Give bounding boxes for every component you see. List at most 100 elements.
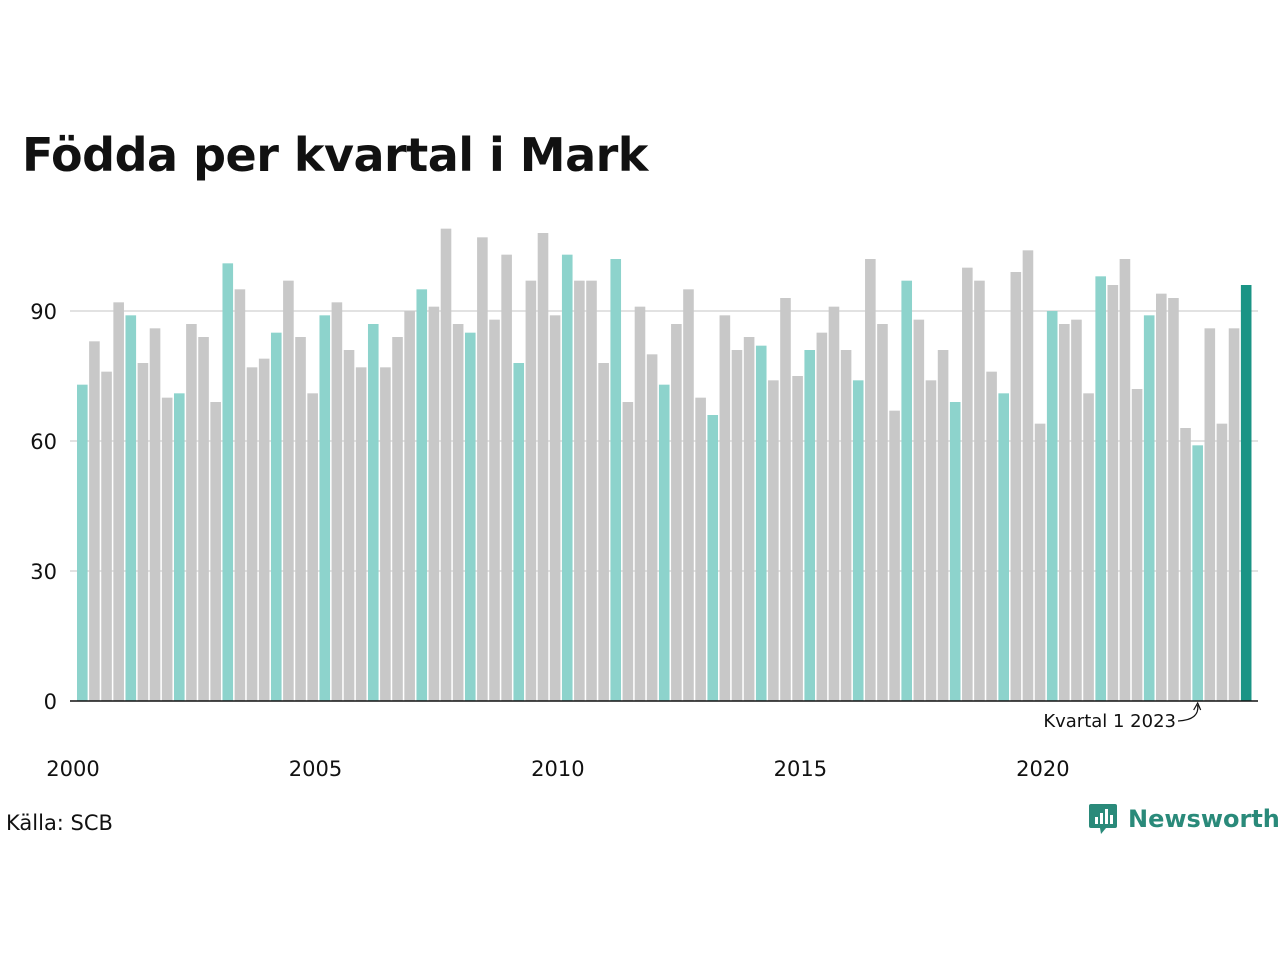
bar: [719, 315, 731, 701]
bar: [1022, 250, 1034, 701]
bar: [295, 337, 306, 701]
bar: [549, 315, 561, 701]
bar: [962, 267, 973, 701]
bar: [865, 259, 876, 701]
bar: [1010, 272, 1022, 701]
bar: [658, 384, 670, 701]
bar: [901, 280, 913, 701]
bar: [319, 315, 331, 701]
bar: [440, 228, 452, 702]
bar: [574, 280, 585, 701]
y-tick-label: 0: [44, 690, 57, 714]
bar: [125, 315, 137, 701]
bar: [101, 371, 112, 701]
bar: [258, 358, 270, 701]
bars: [77, 228, 1252, 702]
bar: [501, 254, 512, 702]
bar: [840, 350, 852, 701]
annotation-label: Kvartal 1 2023: [1043, 711, 1176, 732]
x-tick-label: 2000: [46, 757, 99, 781]
bar: [137, 363, 149, 701]
bar: [1046, 311, 1058, 701]
x-tick-label: 2015: [774, 757, 827, 781]
bar: [186, 324, 197, 701]
bar: [828, 306, 840, 701]
bar: [986, 371, 997, 701]
annotation-arrow: [1177, 704, 1199, 722]
bar: [1204, 328, 1216, 701]
bar-chart-bubble-icon: [1089, 804, 1117, 834]
bar: [380, 367, 391, 701]
bar: [416, 289, 428, 701]
bar: [925, 380, 937, 701]
bar: [404, 311, 415, 701]
bar: [270, 332, 282, 701]
bar: [634, 306, 646, 701]
brand-name: Newsworthy: [1128, 805, 1280, 833]
bar: [161, 397, 173, 701]
bar: [77, 384, 88, 701]
bar: [561, 254, 573, 702]
bar: [343, 350, 355, 701]
bar: [89, 341, 100, 701]
bar: [1059, 324, 1070, 701]
bar: [610, 259, 622, 701]
bar: [804, 350, 816, 701]
bar: [974, 280, 985, 701]
bar: [1180, 428, 1191, 701]
y-tick-label: 30: [30, 560, 57, 584]
birth-bar-chart: 0 30 60 90 2000 2005 2010 2015 2020 Kvartal 1 20…: [30, 228, 1258, 781]
bar: [1192, 445, 1203, 701]
bar: [283, 280, 294, 701]
bar: [695, 397, 706, 701]
bar: [622, 402, 634, 701]
bar: [743, 337, 755, 701]
bar: [913, 319, 925, 701]
bar: [113, 302, 124, 701]
bar: [173, 393, 185, 701]
bar: [1156, 293, 1167, 701]
bar: [1095, 276, 1106, 701]
bar: [1083, 393, 1094, 701]
bar: [149, 328, 161, 701]
bar: [367, 324, 379, 701]
annotation: Kvartal 1 2023: [1043, 701, 1202, 732]
bar: [646, 354, 658, 701]
bar: [816, 332, 828, 701]
bar: [1240, 285, 1252, 701]
bar: [307, 393, 318, 701]
x-tick-label: 2020: [1016, 757, 1069, 781]
bar: [428, 306, 440, 701]
bar: [937, 350, 949, 701]
bar: [1034, 423, 1046, 701]
bar: [598, 363, 609, 701]
bar: [998, 393, 1009, 701]
bar: [525, 280, 537, 701]
annotation-arrowhead: [1193, 701, 1202, 711]
bar: [792, 376, 803, 701]
bar: [755, 345, 767, 701]
bar: [768, 380, 779, 701]
bar: [1143, 315, 1155, 701]
bar: [222, 263, 234, 701]
bar: [1131, 389, 1143, 701]
bar: [1107, 285, 1119, 701]
bar: [1228, 328, 1240, 701]
y-tick-label: 60: [30, 430, 57, 454]
bar: [452, 324, 464, 701]
bar: [1216, 423, 1228, 701]
axes: 0 30 60 90 2000 2005 2010 2015 2020: [30, 300, 1258, 781]
bar: [949, 402, 961, 701]
bar: [877, 324, 888, 701]
bar: [464, 332, 476, 701]
bar: [513, 363, 525, 701]
bar: [1119, 259, 1131, 701]
bar: [1168, 298, 1179, 701]
bar: [234, 289, 246, 701]
y-tick-label: 90: [30, 300, 57, 324]
chart-title: Födda per kvartal i Mark: [22, 128, 648, 182]
bar: [1071, 319, 1082, 701]
bar: [198, 337, 209, 701]
bar: [331, 302, 343, 701]
bar: [586, 280, 597, 701]
